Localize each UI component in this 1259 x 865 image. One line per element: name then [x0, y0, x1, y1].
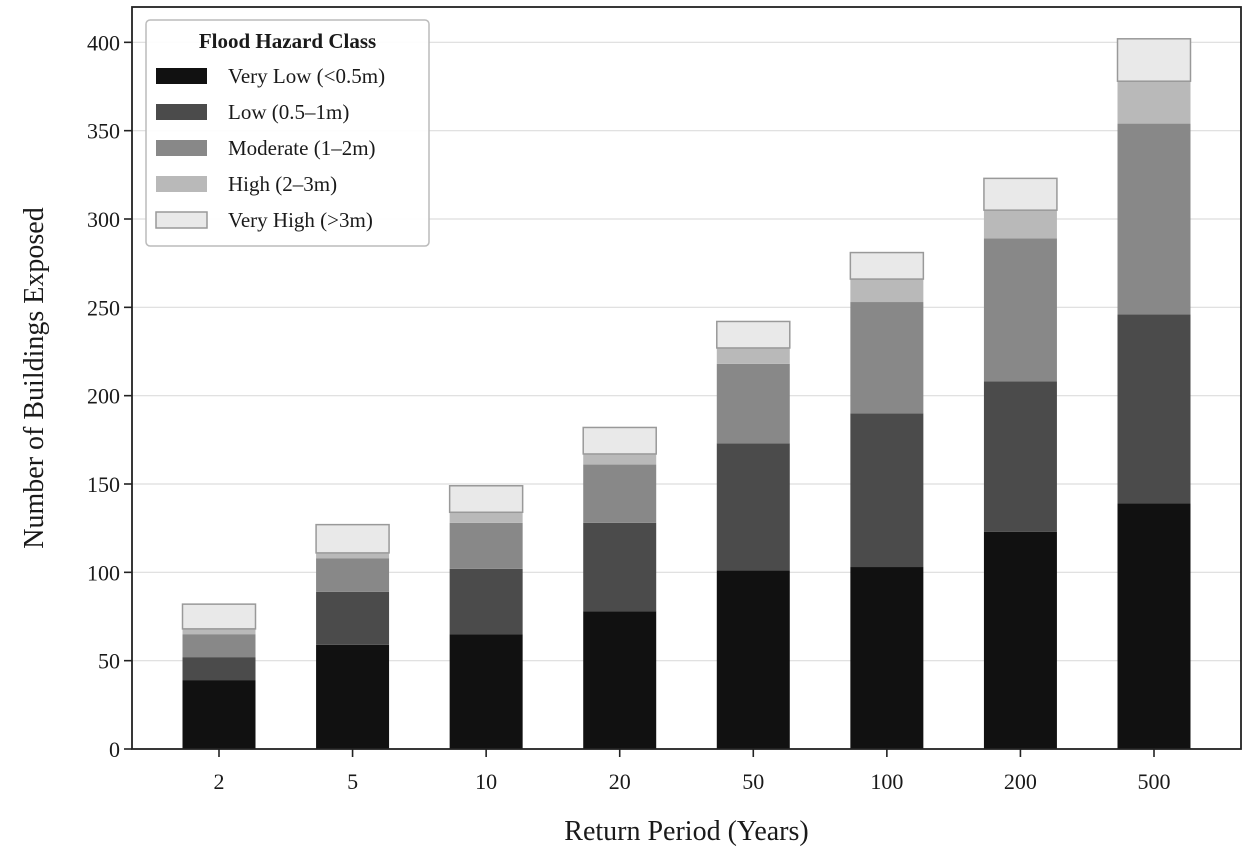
legend-box — [145, 19, 430, 247]
bar-segment — [850, 279, 924, 303]
legend-title: Flood Hazard Class — [199, 29, 376, 53]
bar-segment — [716, 347, 790, 364]
bar-segment — [850, 413, 924, 568]
bar-segment — [849, 251, 925, 280]
legend: Flood Hazard Class Very Low (<0.5m) Low (… — [145, 19, 430, 247]
bar-segment — [182, 657, 256, 681]
bar-segment — [1117, 503, 1191, 749]
bar-segment — [583, 464, 657, 523]
legend-label: Low (0.5–1m) — [228, 100, 349, 124]
plot-frame — [131, 6, 1242, 750]
bar-segment — [716, 363, 790, 444]
bar-segment — [983, 177, 1058, 211]
bar-segment — [449, 634, 523, 749]
x-tick-label: 100 — [870, 769, 903, 794]
bar-segment — [449, 522, 523, 569]
axes: 0 50 100 150 200 250 300 350 400 2 5 10 20 50 100 200 50… — [87, 6, 1242, 794]
y-tick-label: 300 — [87, 207, 120, 232]
y-tick-label: 100 — [87, 560, 120, 585]
bars — [181, 38, 1192, 749]
legend-label: Very High (>3m) — [228, 208, 373, 232]
bar-segment — [316, 591, 390, 645]
bar-segment — [1116, 38, 1192, 82]
bar-segment — [583, 453, 657, 465]
x-tick-label: 10 — [475, 769, 497, 794]
bar-segment — [448, 485, 524, 514]
legend-label: Very Low (<0.5m) — [228, 64, 385, 88]
bar-segment — [1117, 81, 1191, 124]
bar-segment — [583, 611, 657, 749]
bar-segment — [182, 680, 256, 749]
x-tick-label: 20 — [609, 769, 631, 794]
bar-segment — [181, 603, 257, 630]
y-tick-label: 200 — [87, 384, 120, 409]
x-tick-label: 5 — [347, 769, 358, 794]
x-axis-title: Return Period (Years) — [564, 816, 808, 847]
y-tick-label: 350 — [87, 119, 120, 144]
y-tick-label: 50 — [98, 649, 120, 674]
bar-segment — [1117, 123, 1191, 315]
bar-segment — [983, 210, 1057, 239]
bar-segment — [182, 628, 256, 635]
legend-swatch — [156, 68, 207, 84]
y-tick-label: 250 — [87, 295, 120, 320]
x-tick-label: 500 — [1138, 769, 1171, 794]
bar-segment — [316, 552, 390, 559]
x-tick-label: 2 — [214, 769, 225, 794]
bar-segment — [582, 426, 657, 455]
bar-segment — [315, 523, 390, 554]
bar-segment — [983, 381, 1057, 532]
bar-segment — [182, 634, 256, 658]
legend-swatch — [155, 211, 208, 229]
bar-segment — [850, 302, 924, 414]
bar-segment — [716, 443, 790, 571]
bar-segment — [716, 570, 790, 749]
bar-segment — [316, 644, 390, 749]
x-tick-label: 200 — [1004, 769, 1037, 794]
legend-swatch — [156, 176, 207, 192]
bar-segment — [1117, 314, 1191, 504]
x-tick-label: 50 — [742, 769, 764, 794]
bar-segment — [583, 522, 657, 612]
y-axis-title: Number of Buildings Exposed — [19, 207, 50, 548]
bar-segment — [983, 238, 1057, 382]
y-tick-label: 150 — [87, 472, 120, 497]
y-tick-label: 0 — [109, 737, 120, 762]
bar-segment — [850, 567, 924, 749]
bar-segment — [449, 568, 523, 635]
y-tick-label: 400 — [87, 30, 120, 55]
legend-swatch — [156, 104, 207, 120]
legend-label: Moderate (1–2m) — [228, 136, 376, 160]
legend-label: High (2–3m) — [228, 172, 337, 196]
bar-segment — [449, 512, 523, 523]
bar-segment — [983, 531, 1057, 749]
bar-segment — [316, 558, 390, 592]
bar-segment — [716, 320, 791, 349]
legend-swatch — [156, 140, 207, 156]
